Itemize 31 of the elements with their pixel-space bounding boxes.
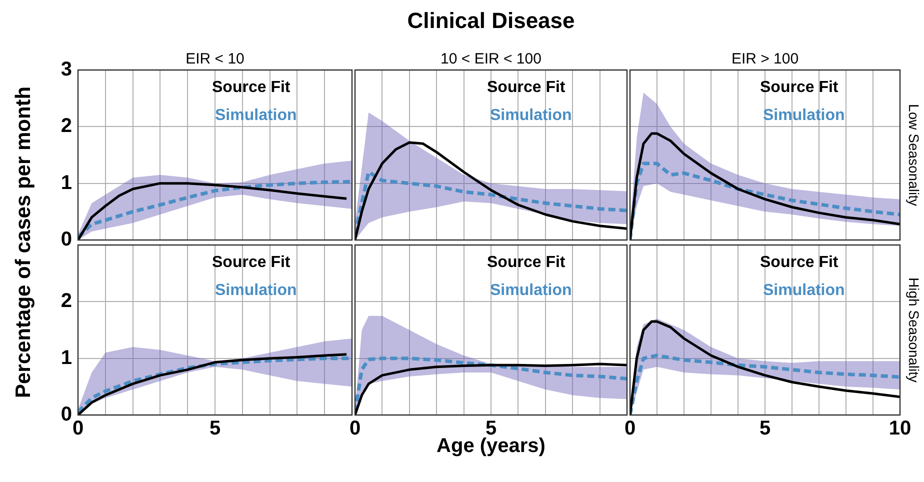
x-tick-label: 5 bbox=[759, 418, 771, 440]
text: Source Fit bbox=[760, 254, 839, 271]
y-tick-label: 0 bbox=[60, 404, 72, 426]
text: Low Seasonality bbox=[906, 104, 922, 206]
x-tick-label: 5 bbox=[209, 418, 221, 440]
text: Simulation bbox=[215, 282, 297, 299]
chart-title: EIR > 100 bbox=[731, 50, 799, 68]
y-axis-title: Percentage of cases per month bbox=[12, 86, 36, 400]
text: Source Fit bbox=[212, 254, 291, 271]
y-tick-label: 1 bbox=[60, 346, 72, 369]
text: High Seasonality bbox=[906, 277, 922, 383]
y-tick-label: 0 bbox=[60, 228, 72, 251]
y-tick-label: 3 bbox=[60, 58, 72, 81]
x-tick-label: 0 bbox=[349, 418, 361, 440]
text: Source Fit bbox=[212, 79, 291, 96]
text: Simulation bbox=[490, 282, 572, 299]
text: Source Fit bbox=[487, 79, 566, 96]
text: Source Fit bbox=[760, 79, 839, 96]
text: Clinical Disease bbox=[406, 8, 576, 34]
y-tick-label: 2 bbox=[60, 115, 72, 138]
text: Simulation bbox=[215, 107, 297, 124]
text: Simulation bbox=[763, 282, 845, 299]
text: Simulation bbox=[490, 107, 572, 124]
chart-title: EIR < 10 bbox=[186, 50, 244, 68]
y-tick-label: 2 bbox=[60, 290, 72, 312]
x-tick-label: 0 bbox=[624, 418, 636, 440]
chart-title: 10 < EIR < 100 bbox=[440, 50, 542, 68]
text: Simulation bbox=[763, 107, 845, 124]
y-tick-label: 1 bbox=[60, 172, 72, 194]
text: Source Fit bbox=[487, 254, 566, 271]
x-tick-label: 10 bbox=[888, 418, 912, 440]
